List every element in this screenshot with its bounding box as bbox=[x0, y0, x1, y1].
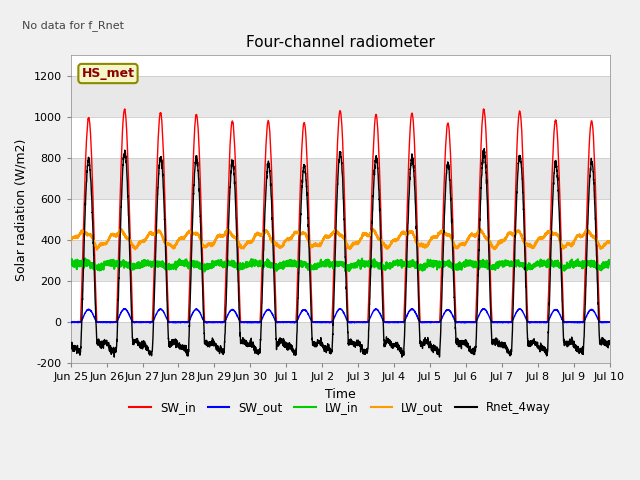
Bar bbox=[70, 76, 609, 117]
Bar bbox=[70, 323, 609, 363]
Bar bbox=[70, 158, 609, 199]
Legend: SW_in, SW_out, LW_in, LW_out, Rnet_4way: SW_in, SW_out, LW_in, LW_out, Rnet_4way bbox=[125, 396, 556, 419]
Bar bbox=[70, 240, 609, 281]
Title: Four-channel radiometer: Four-channel radiometer bbox=[246, 35, 435, 50]
Text: No data for f_Rnet: No data for f_Rnet bbox=[22, 20, 124, 31]
X-axis label: Time: Time bbox=[324, 388, 355, 401]
Y-axis label: Solar radiation (W/m2): Solar radiation (W/m2) bbox=[15, 138, 28, 281]
Text: HS_met: HS_met bbox=[81, 67, 134, 80]
